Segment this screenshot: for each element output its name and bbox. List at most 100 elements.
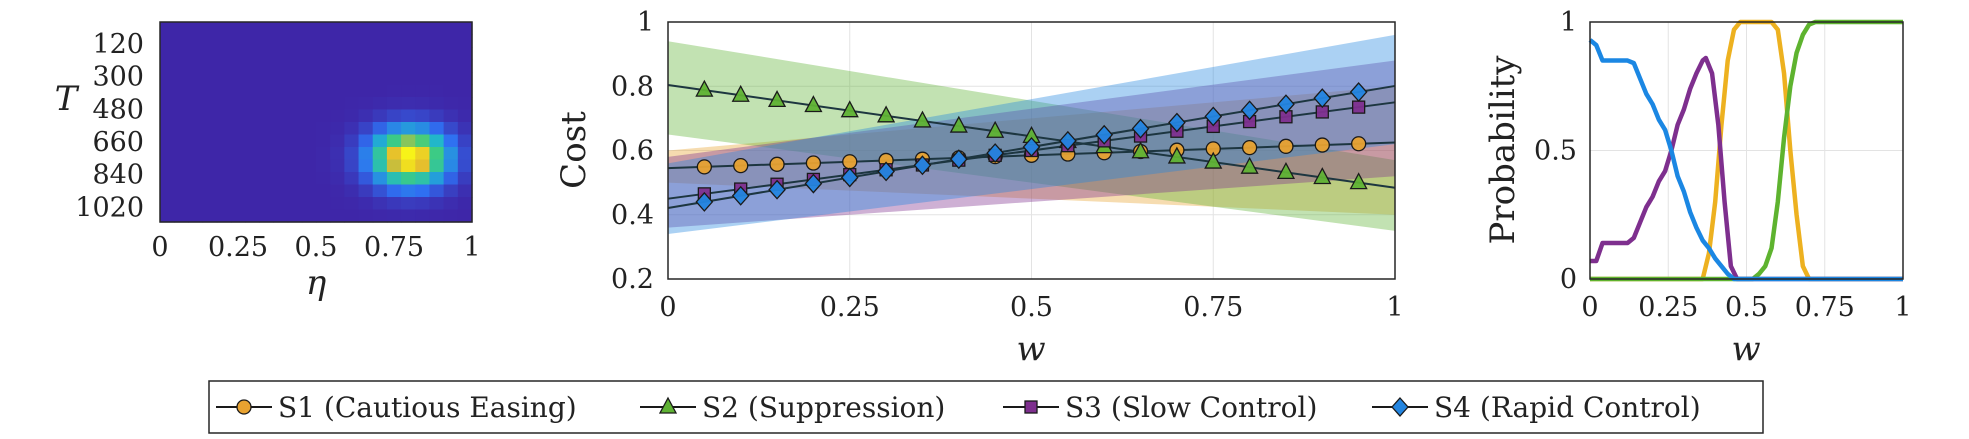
heatmap-cell	[259, 147, 275, 161]
heatmap-cell	[202, 22, 218, 36]
heatmap-cell	[273, 84, 289, 98]
heatmap-cell	[230, 147, 246, 161]
heatmap-cell	[259, 97, 275, 111]
heatmap-cell	[245, 59, 260, 73]
heatmap-cell	[443, 209, 459, 223]
heatmap-cell	[287, 172, 303, 186]
heatmap-cell	[230, 172, 246, 186]
cost-point-s1	[805, 155, 822, 171]
heatmap-cell	[202, 172, 218, 186]
heatmap-cell	[429, 72, 445, 86]
heatmap-cell	[415, 47, 431, 61]
cost-y-tick: 0.2	[611, 264, 654, 295]
heatmap-cell	[287, 122, 303, 136]
heatmap-cell	[386, 59, 402, 73]
cost-y-tick: 1	[637, 7, 654, 38]
legend-item-3: S3 (Slow Control)	[1003, 391, 1317, 424]
heatmap-cell	[344, 72, 360, 86]
heatmap-cell	[230, 34, 246, 48]
heatmap-cell	[457, 122, 473, 136]
heatmap-cell	[301, 59, 317, 73]
heatmap-cell	[273, 122, 289, 136]
heatmap-cell	[330, 47, 345, 61]
heatmap-cell	[273, 134, 289, 148]
heatmap-cell	[358, 172, 374, 186]
heatmap-cell	[216, 159, 232, 173]
cost-point-s4	[1240, 100, 1259, 121]
heatmap-cell	[344, 34, 360, 48]
heatmap-cell	[457, 147, 473, 161]
heatmap-cell	[202, 134, 218, 148]
heatmap-cell	[386, 159, 402, 173]
cost-point-s4	[1349, 82, 1368, 103]
heatmap-cell	[245, 72, 260, 86]
heatmap-cell	[174, 97, 189, 111]
heatmap-cell	[372, 122, 388, 136]
cost-point-s2	[1131, 141, 1150, 159]
heatmap-cell	[358, 109, 374, 123]
heatmap-cell	[401, 122, 416, 136]
heatmap-cell	[188, 72, 204, 86]
heatmap-cell	[301, 109, 317, 123]
heatmap-cell	[174, 59, 189, 73]
heatmap-cell	[273, 109, 289, 123]
cost-point-s2	[1240, 156, 1259, 174]
heatmap-cell	[245, 134, 260, 148]
heatmap-y-tick: 120	[92, 29, 144, 60]
heatmap-cell	[259, 159, 275, 173]
cost-point-s4	[1277, 94, 1295, 115]
heatmap-cell	[401, 184, 416, 198]
heatmap-cell	[429, 47, 445, 61]
heatmap-y-tick: 1020	[75, 192, 144, 223]
heatmap-cell	[330, 159, 345, 173]
heatmap-cell	[301, 47, 317, 61]
heatmap-cell	[415, 22, 431, 36]
cost-point-s1	[769, 156, 785, 172]
heatmap-cell	[259, 47, 275, 61]
heatmap-cell	[245, 109, 260, 123]
heatmap-cell	[358, 22, 374, 36]
cost-x-tick: 0	[659, 292, 676, 323]
heatmap-cell	[443, 34, 459, 48]
heatmap-cell	[457, 209, 473, 223]
heatmap-cell	[245, 159, 260, 173]
cost-x-tick: 0.75	[1183, 292, 1243, 323]
prob-y-tick: 0	[1560, 264, 1577, 295]
heatmap-cell	[330, 172, 345, 186]
heatmap-cell	[160, 159, 175, 173]
heatmap-cell	[216, 47, 232, 61]
legend-item-1: S1 (Cautious Easing)	[216, 391, 577, 424]
heatmap-cell	[259, 34, 275, 48]
heatmap-cell	[259, 172, 275, 186]
heatmap-cell	[273, 184, 289, 198]
heatmap-cell	[259, 59, 275, 73]
heatmap-cell	[316, 159, 331, 173]
heatmap-cell	[230, 84, 246, 98]
cost-point-s1	[1278, 138, 1294, 154]
heatmap-cell	[273, 34, 289, 48]
heatmap-cell	[372, 97, 388, 111]
heatmap-cell	[443, 134, 459, 148]
heatmap-cell	[372, 109, 388, 123]
heatmap-cell	[202, 84, 218, 98]
cost-point-s2	[840, 100, 859, 118]
heatmap-cell	[457, 47, 473, 61]
heatmap-cell	[316, 72, 331, 86]
heatmap-cell	[287, 72, 303, 86]
heatmap-cell	[429, 22, 445, 36]
heatmap-cell	[429, 59, 445, 73]
heatmap-cell	[160, 184, 175, 198]
heatmap-cell	[457, 84, 473, 98]
heatmap-cell	[358, 122, 374, 136]
cost-x-tick: 1	[1386, 292, 1403, 323]
heatmap-cell	[358, 159, 374, 173]
heatmap-cell	[386, 22, 402, 36]
heatmap-cell	[160, 97, 175, 111]
heatmap-cell	[415, 209, 431, 223]
cost-point-s2	[1167, 146, 1186, 164]
heatmap-cell	[344, 97, 360, 111]
cost-x-label: w	[1016, 329, 1045, 369]
heatmap-cell	[415, 134, 431, 148]
heatmap-cell	[202, 122, 218, 136]
